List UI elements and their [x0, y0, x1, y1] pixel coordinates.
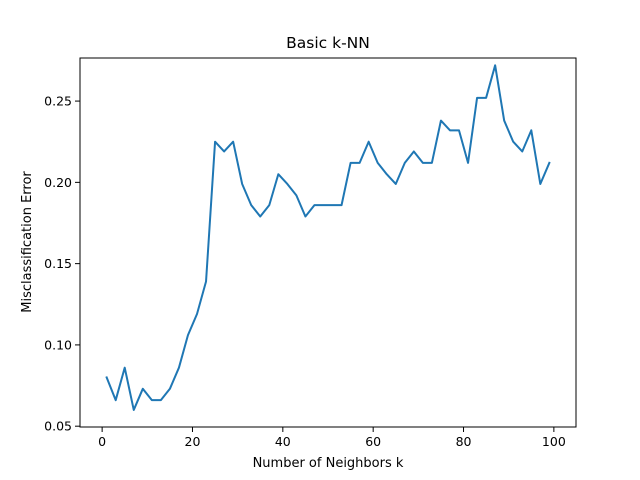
y-axis-title: Misclassification Error	[20, 171, 35, 313]
y-tick-label: 0.15	[44, 256, 72, 271]
axes-frame	[79, 57, 577, 428]
x-tick-label: 100	[542, 434, 566, 449]
x-tick-label: 0	[98, 434, 106, 449]
y-axis: 0.05 0.10 0.15 0.20 0.25	[44, 94, 80, 434]
y-tick-label: 0.05	[44, 419, 72, 434]
plot-area	[79, 57, 577, 428]
x-axis: 0 20 40 60 80 100	[98, 427, 566, 449]
y-tick-label: 0.10	[44, 337, 72, 352]
series-line-0	[105, 64, 551, 411]
y-tick-label: 0.25	[44, 94, 72, 109]
x-tick-label: 60	[365, 434, 381, 449]
chart-title: Basic k-NN	[286, 34, 370, 52]
x-tick-label: 20	[185, 434, 201, 449]
x-axis-title: Number of Neighbors k	[253, 456, 404, 471]
y-tick-label: 0.20	[44, 175, 72, 190]
x-tick-label: 80	[456, 434, 472, 449]
x-tick-label: 40	[275, 434, 291, 449]
